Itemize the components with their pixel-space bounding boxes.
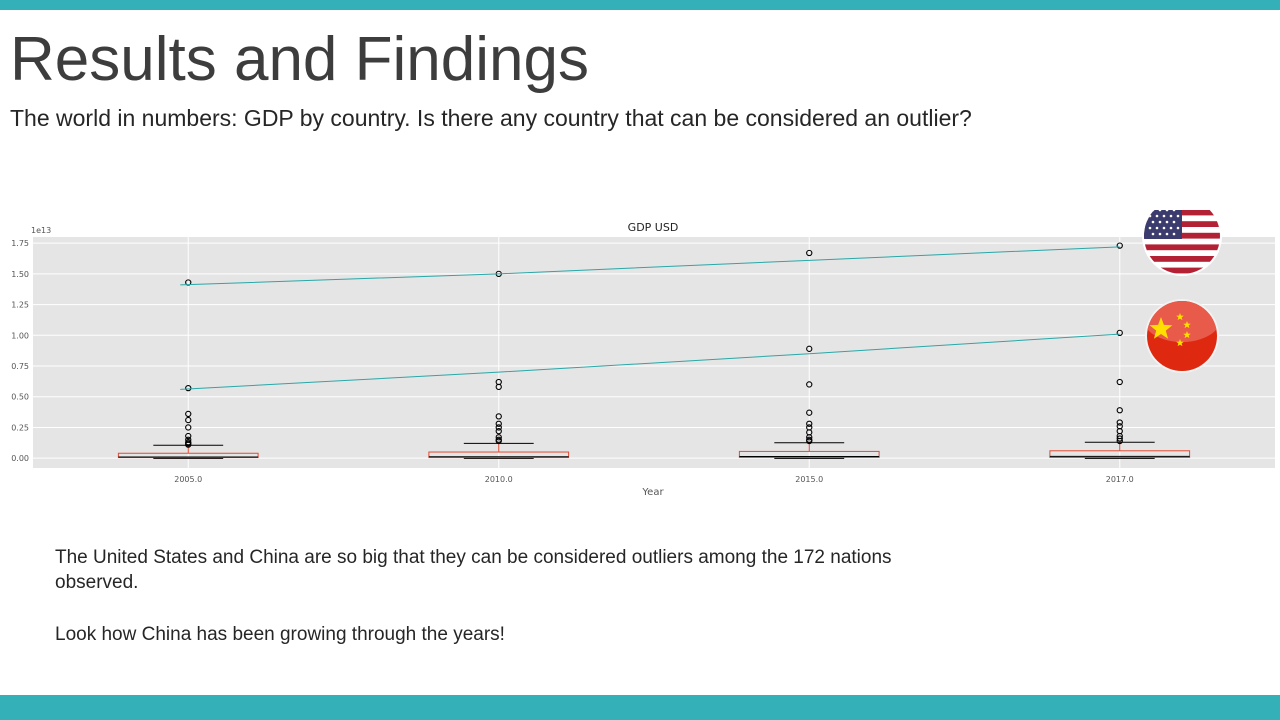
findings-text: The United States and China are so big t… <box>55 545 935 674</box>
gdp-boxplot-chart: 0.00 0.25 0.50 0.75 1.00 1.25 1.50 1.75 2005.0 20… <box>0 210 1280 500</box>
y-tick-label: 0.75 <box>11 362 29 371</box>
x-tick-label: 2005.0 <box>174 475 202 484</box>
plot-background <box>33 237 1275 468</box>
slide-subtitle: The world in numbers: GDP by country. Is… <box>10 105 972 132</box>
x-axis-label: Year <box>641 487 664 498</box>
top-accent-band <box>0 0 1280 10</box>
y-tick-label: 0.50 <box>11 393 29 402</box>
findings-paragraph-outliers: The United States and China are so big t… <box>55 545 935 595</box>
slide-title: Results and Findings <box>10 24 589 95</box>
y-tick-label: 1.50 <box>11 270 29 279</box>
y-multiplier-label: 1e13 <box>31 226 51 235</box>
x-tick-label: 2010.0 <box>485 475 513 484</box>
x-tick-label: 2017.0 <box>1106 475 1134 484</box>
x-tick-label: 2015.0 <box>795 475 823 484</box>
findings-paragraph-china: Look how China has been growing through … <box>55 622 935 647</box>
y-tick-label: 1.25 <box>11 301 29 310</box>
bottom-accent-band <box>0 695 1280 720</box>
y-tick-label: 0.00 <box>11 454 29 463</box>
y-tick-label: 1.75 <box>11 239 29 248</box>
chart-title: GDP USD <box>628 221 679 234</box>
y-tick-label: 0.25 <box>11 423 29 432</box>
y-tick-label: 1.00 <box>11 331 29 340</box>
